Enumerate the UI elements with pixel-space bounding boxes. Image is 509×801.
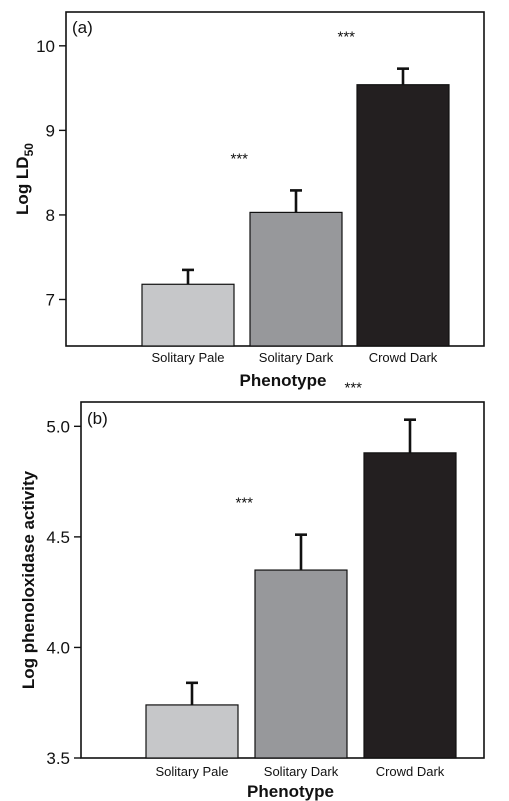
x-category-label: Crowd Dark bbox=[369, 350, 438, 365]
bar bbox=[141, 283, 235, 347]
x-axis-label: Phenotype bbox=[247, 782, 334, 801]
significance-label: *** bbox=[337, 29, 355, 46]
x-axis-label: Phenotype bbox=[240, 371, 327, 390]
significance-label: *** bbox=[344, 380, 362, 397]
y-tick-label: 4.0 bbox=[46, 638, 70, 657]
bar bbox=[145, 704, 239, 759]
bar bbox=[356, 84, 450, 347]
x-category-label: Solitary Pale bbox=[152, 350, 225, 365]
x-category-label: Crowd Dark bbox=[376, 764, 445, 779]
y-axis-label: Log phenoloxidase activity bbox=[19, 470, 38, 689]
bar bbox=[249, 211, 343, 347]
panel-label: (b) bbox=[87, 409, 108, 428]
y-axis-label: Log LD50 bbox=[13, 143, 36, 215]
significance-label: *** bbox=[235, 495, 253, 512]
chart-panel-1: 7 8 9 10 Solitary Pale *** Solitary Dark *** Cro… bbox=[13, 11, 485, 390]
bar bbox=[363, 452, 457, 759]
y-tick-label: 7 bbox=[46, 290, 55, 309]
x-category-label: Solitary Dark bbox=[264, 764, 339, 779]
y-tick-label: 9 bbox=[46, 121, 55, 140]
chart-panel-2: 3.5 4.0 4.5 5.0 Solitary Pale *** Solitary Dar… bbox=[19, 380, 485, 801]
y-tick-label: 4.5 bbox=[46, 528, 70, 547]
x-category-label: Solitary Pale bbox=[156, 764, 229, 779]
y-tick-label: 5.0 bbox=[46, 417, 70, 436]
y-tick-label: 8 bbox=[46, 206, 55, 225]
x-category-label: Solitary Dark bbox=[259, 350, 334, 365]
significance-label: *** bbox=[230, 150, 248, 167]
panel-label: (a) bbox=[72, 18, 93, 37]
y-axis-label-subscript: 50 bbox=[22, 143, 36, 157]
y-tick-label: 10 bbox=[36, 37, 55, 56]
bar bbox=[254, 569, 348, 759]
y-tick-label: 3.5 bbox=[46, 749, 70, 768]
